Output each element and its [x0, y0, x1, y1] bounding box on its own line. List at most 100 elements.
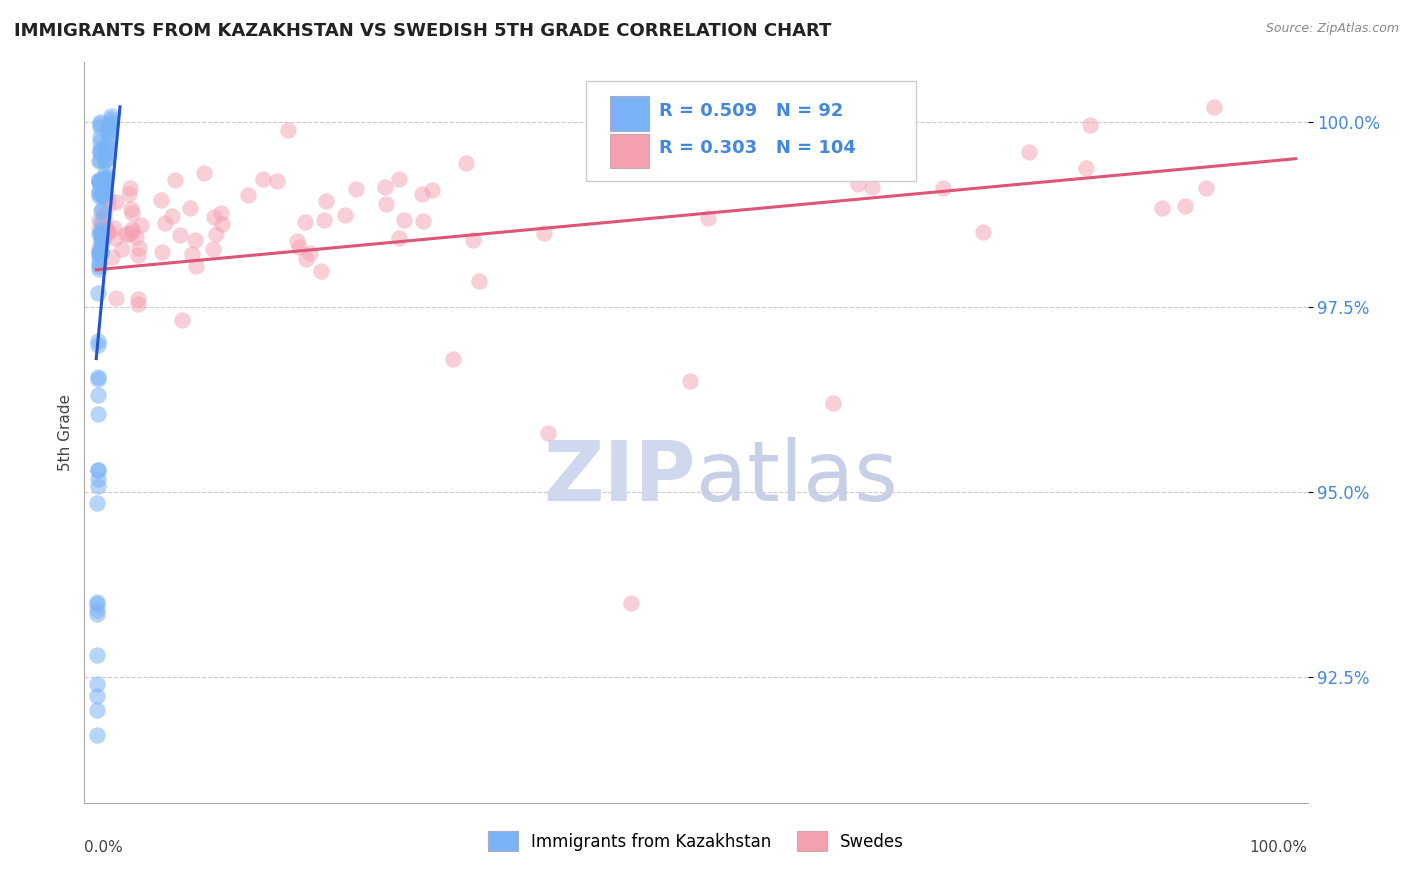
- Point: [90, 235, 112, 249]
- Point: [91, 184, 114, 198]
- Point: [87, 255, 110, 269]
- Point: [87, 370, 110, 384]
- Point: [86, 463, 108, 477]
- Point: [97, 135, 120, 149]
- Point: [209, 206, 232, 220]
- Point: [100, 112, 122, 126]
- Point: [89, 145, 111, 159]
- Point: [165, 172, 187, 186]
- Point: [87, 251, 110, 265]
- Point: [87, 189, 110, 203]
- Point: [86, 479, 108, 493]
- Point: [202, 242, 225, 256]
- Point: [96, 225, 118, 239]
- Point: [91, 186, 114, 200]
- Point: [412, 214, 434, 228]
- Point: [392, 213, 415, 227]
- Point: [93, 175, 115, 189]
- Point: [89, 114, 111, 128]
- Point: [679, 374, 702, 388]
- Point: [93, 175, 115, 189]
- Point: [93, 173, 115, 187]
- Point: [100, 109, 122, 123]
- Point: [170, 313, 193, 327]
- Point: [180, 246, 202, 260]
- Point: [86, 690, 108, 704]
- Point: [299, 245, 322, 260]
- Point: [420, 183, 443, 197]
- Point: [333, 208, 356, 222]
- Point: [97, 121, 120, 136]
- Point: [252, 171, 274, 186]
- Point: [533, 226, 555, 240]
- Point: [121, 222, 143, 236]
- Point: [93, 175, 115, 189]
- Point: [277, 122, 299, 136]
- Point: [388, 172, 411, 186]
- Point: [89, 145, 111, 160]
- Point: [1152, 201, 1174, 215]
- Point: [821, 396, 844, 410]
- Point: [266, 174, 288, 188]
- Point: [87, 222, 110, 236]
- Point: [312, 212, 335, 227]
- Point: [169, 227, 191, 242]
- Point: [193, 166, 215, 180]
- Y-axis label: 5th Grade: 5th Grade: [58, 394, 73, 471]
- Point: [89, 175, 111, 189]
- Point: [150, 245, 173, 260]
- Point: [94, 153, 117, 167]
- FancyBboxPatch shape: [610, 134, 650, 168]
- Point: [91, 188, 114, 202]
- Point: [89, 130, 111, 145]
- Point: [111, 242, 134, 256]
- Point: [846, 177, 869, 191]
- Point: [89, 135, 111, 149]
- Point: [468, 274, 491, 288]
- Point: [87, 408, 110, 422]
- Point: [98, 119, 121, 133]
- Point: [375, 196, 398, 211]
- Legend: Immigrants from Kazakhstan, Swedes: Immigrants from Kazakhstan, Swedes: [481, 825, 911, 857]
- Point: [87, 286, 110, 301]
- Point: [1204, 100, 1226, 114]
- Point: [93, 207, 115, 221]
- Point: [89, 245, 111, 260]
- FancyBboxPatch shape: [586, 81, 917, 181]
- Point: [179, 201, 201, 215]
- Point: [104, 231, 127, 245]
- Point: [91, 186, 114, 200]
- Point: [94, 170, 117, 185]
- Point: [860, 180, 883, 194]
- Point: [932, 181, 955, 195]
- Point: [90, 222, 112, 236]
- Point: [294, 215, 316, 229]
- Point: [162, 209, 184, 223]
- Point: [97, 225, 120, 239]
- Point: [87, 246, 110, 260]
- Point: [96, 145, 118, 159]
- Point: [149, 194, 172, 208]
- Point: [129, 218, 152, 232]
- Point: [87, 334, 110, 348]
- Point: [894, 107, 917, 121]
- Text: 100.0%: 100.0%: [1250, 840, 1308, 855]
- Point: [91, 178, 114, 193]
- Point: [125, 229, 148, 244]
- Point: [89, 172, 111, 186]
- Point: [91, 189, 114, 203]
- Point: [86, 595, 108, 609]
- Point: [285, 234, 308, 248]
- Point: [94, 166, 117, 180]
- Text: IMMIGRANTS FROM KAZAKHSTAN VS SWEDISH 5TH GRADE CORRELATION CHART: IMMIGRANTS FROM KAZAKHSTAN VS SWEDISH 5T…: [14, 22, 831, 40]
- Point: [86, 648, 108, 662]
- Point: [87, 244, 110, 259]
- Point: [86, 607, 108, 622]
- Point: [87, 245, 110, 260]
- Point: [184, 260, 207, 274]
- Point: [153, 216, 176, 230]
- Text: ZIP: ZIP: [544, 436, 696, 517]
- Point: [127, 297, 149, 311]
- Point: [728, 151, 751, 165]
- Point: [86, 728, 108, 742]
